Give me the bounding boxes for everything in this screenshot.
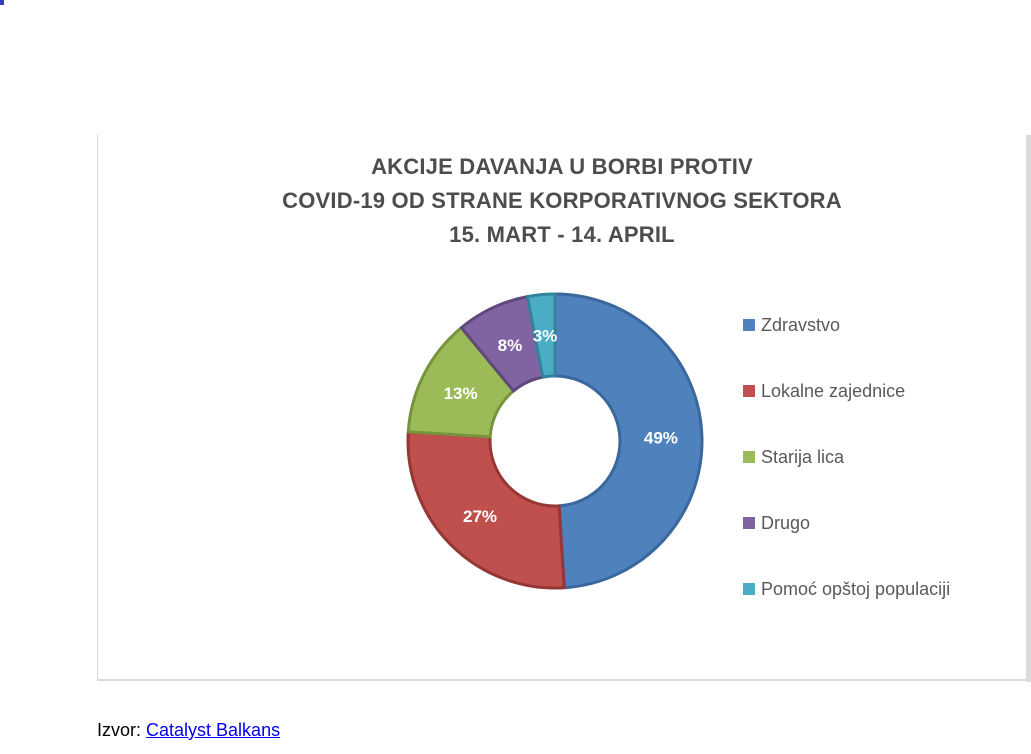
doughnut-chart: 49% 27% 13% 8% 3% xyxy=(406,292,704,590)
legend-label: Starija lica xyxy=(761,446,845,467)
source-prefix: Izvor: xyxy=(97,720,147,740)
chart-container: AKCIJE DAVANJA U BORBI PROTIV COVID-19 O… xyxy=(97,134,1026,681)
chart-legend: Zdravstvo Lokalne zajednice Starija lica Dr… xyxy=(743,292,950,622)
donut-slice-5 xyxy=(525,292,557,379)
data-label-4: 8% xyxy=(498,336,523,355)
legend-label: Zdravstvo xyxy=(761,314,841,335)
legend-item-1: Zdravstvo xyxy=(743,292,950,358)
legend-swatch-icon xyxy=(743,517,755,529)
chart-title-line-2: COVID-19 OD STRANE KORPORATIVNOG SEKTORA xyxy=(282,188,842,213)
legend-swatch-icon xyxy=(743,385,755,397)
source-link[interactable]: Catalyst Balkans xyxy=(146,720,281,740)
legend-label: Drugo xyxy=(761,512,811,533)
data-label-3: 13% xyxy=(444,384,478,403)
source-line: Izvor: Catalyst Balkans xyxy=(97,720,280,741)
legend-item-4: Drugo xyxy=(743,490,950,556)
legend-item-3: Starija lica xyxy=(743,424,950,490)
data-label-1: 49% xyxy=(644,429,678,448)
legend-item-5: Pomoć opštoj populaciji xyxy=(743,556,950,622)
chart-title-line-1: AKCIJE DAVANJA U BORBI PROTIV xyxy=(371,154,753,179)
legend-label: Pomoć opštoj populaciji xyxy=(761,578,951,599)
data-label-5: 3% xyxy=(533,327,558,346)
legend-swatch-icon xyxy=(743,451,755,463)
chart-right-border xyxy=(1026,135,1031,682)
legend-label: Lokalne zajednice xyxy=(761,380,906,401)
donut-slice-1 xyxy=(553,292,704,590)
chart-title-line-3: 15. MART - 14. APRIL xyxy=(449,222,675,247)
donut-slice-2 xyxy=(406,430,566,590)
legend-item-2: Lokalne zajednice xyxy=(743,358,950,424)
corner-artifact-dot xyxy=(0,0,4,5)
chart-title: AKCIJE DAVANJA U BORBI PROTIV COVID-19 O… xyxy=(98,150,1026,252)
legend-swatch-icon xyxy=(743,583,755,595)
data-label-2: 27% xyxy=(463,507,497,526)
legend-swatch-icon xyxy=(743,319,755,331)
